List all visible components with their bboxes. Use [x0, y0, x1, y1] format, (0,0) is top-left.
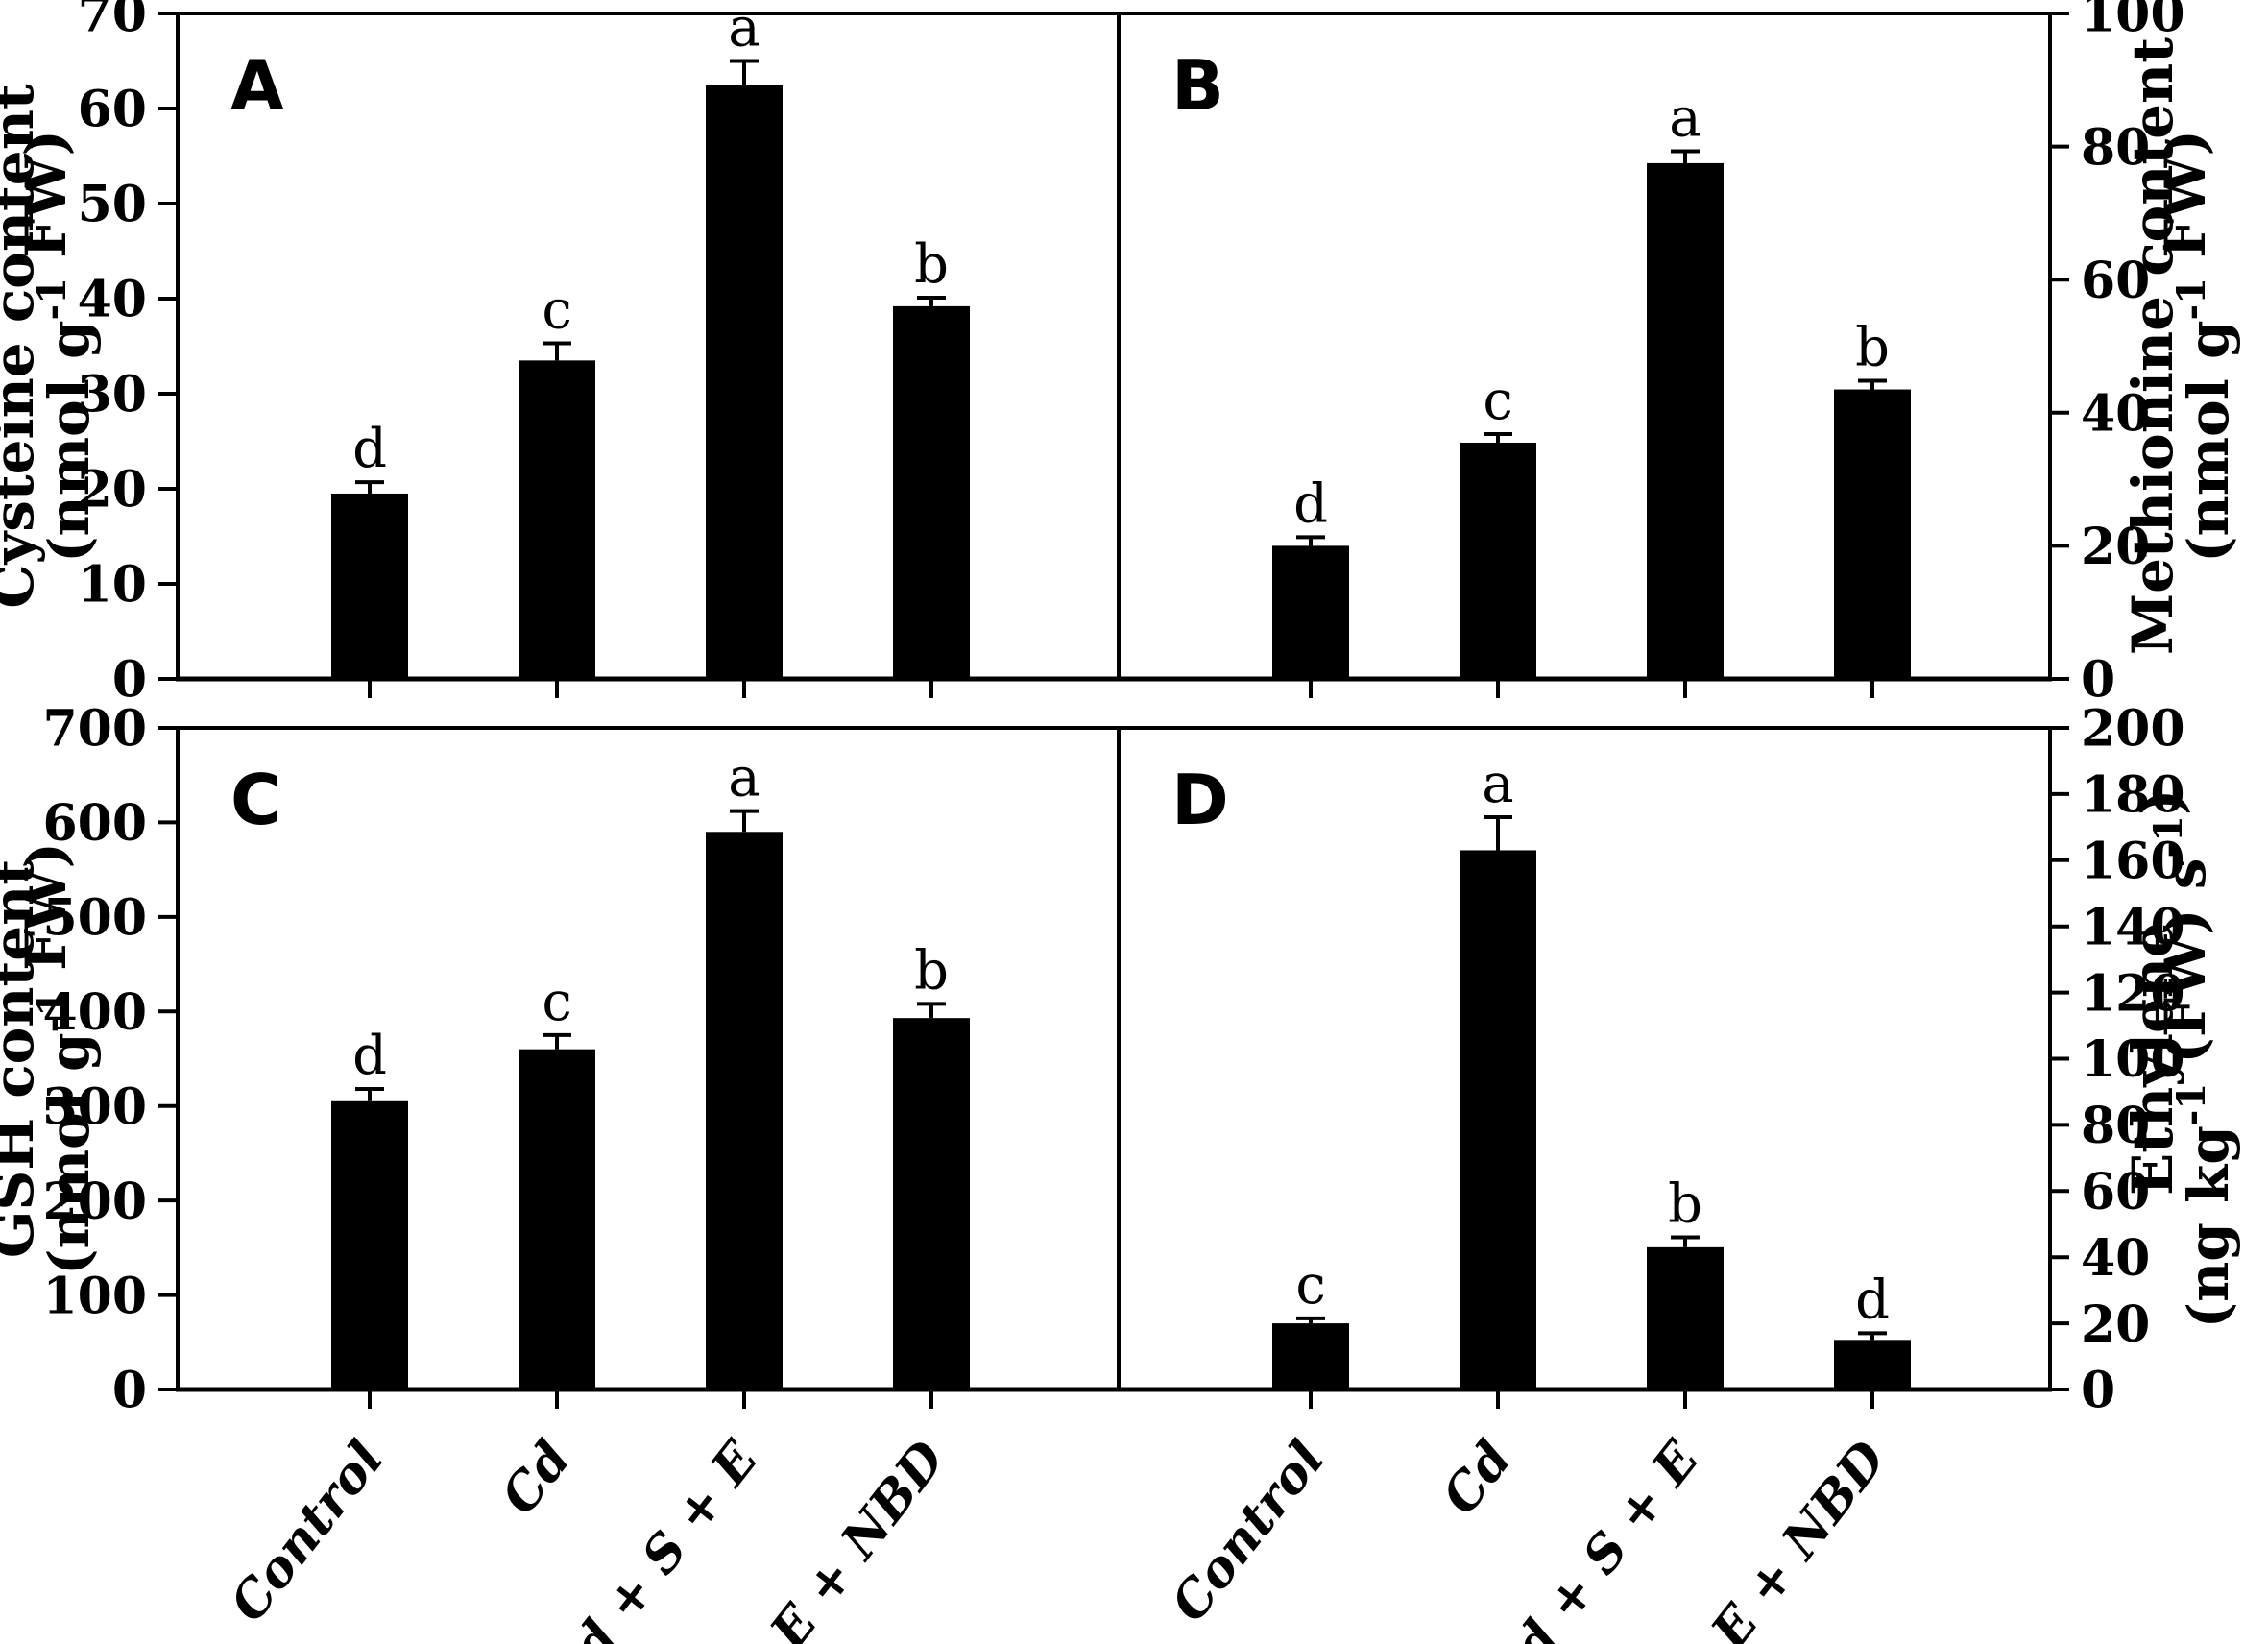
significance-letter: c [1295, 1254, 1325, 1317]
bar-control [331, 493, 408, 679]
bar-cd-s-e-nbd [893, 305, 970, 679]
y-axis-title: Cysteine content [0, 84, 46, 609]
bar-cd-s-e [1647, 1246, 1724, 1390]
y-axis-title: (nmol g-1 FW) [13, 842, 102, 1275]
panel-letter: D [1171, 760, 1229, 840]
y-tick-label: 140 [2081, 898, 2185, 956]
y-tick-label: 300 [42, 1077, 147, 1136]
y-tick-label: 500 [42, 889, 147, 948]
bar-cd-s-e-nbd [1834, 389, 1911, 679]
y-tick-label: 0 [2081, 1362, 2115, 1420]
y-axis-title: Methionine content [2120, 37, 2185, 655]
y-tick-label: 0 [112, 651, 147, 710]
panel-d: 020406080100120140160180200cControlaCdbC… [1117, 700, 2241, 1644]
y-tick-label: 60 [2081, 252, 2150, 310]
bar-cd [1460, 442, 1536, 679]
bar-cd-s-e [706, 832, 783, 1390]
x-category-label: Control [1160, 1430, 1336, 1632]
x-category-label: Cd [1431, 1430, 1523, 1525]
panel-letter: B [1171, 45, 1224, 126]
y-tick-label: 600 [42, 794, 147, 853]
y-tick-label: 120 [2081, 964, 2185, 1023]
bar-control [1272, 1323, 1349, 1390]
bar-cd-s-e-nbd [893, 1018, 970, 1390]
panel-letter: C [230, 760, 281, 840]
y-tick-label: 100 [42, 1267, 147, 1325]
y-tick-label: 200 [2081, 700, 2185, 759]
y-tick-label: 0 [112, 1362, 147, 1420]
y-tick-label: 180 [2081, 766, 2185, 825]
panel-letter: A [230, 45, 284, 126]
bar-cd [519, 1049, 595, 1390]
y-tick-label: 200 [42, 1173, 147, 1231]
y-tick-label: 80 [2081, 118, 2150, 177]
significance-letter: b [1668, 1173, 1702, 1236]
significance-letter: a [1669, 86, 1701, 149]
bar-cd-s-e-nbd [1834, 1340, 1911, 1390]
significance-letter: a [728, 747, 760, 810]
bar-cd-s-e [1647, 162, 1724, 680]
bar-cd [519, 360, 595, 679]
y-tick-label: 20 [78, 461, 147, 520]
y-tick-label: 60 [78, 81, 147, 139]
significance-letter: b [1855, 317, 1890, 379]
significance-letter: b [914, 233, 949, 296]
y-tick-label: 0 [2081, 651, 2115, 710]
y-axis-title: (nmol g-1 FW) [13, 130, 102, 563]
bar-control [1272, 545, 1349, 679]
y-axis-title: Ethylene [2120, 922, 2185, 1196]
x-category-label: Control [219, 1430, 395, 1632]
y-tick-label: 40 [78, 271, 147, 329]
y-tick-label: 100 [2081, 1030, 2185, 1089]
bar-cd [1460, 850, 1536, 1390]
panel-a: 0 10 20 30 40 50 60 70 d c a b A Cysteine content(nmo… [0, 0, 1121, 710]
significance-letter: c [1483, 370, 1512, 432]
y-tick-label: 30 [78, 366, 147, 424]
significance-letter: a [1482, 753, 1513, 815]
y-axis-title: (ng kg-1 (FW) s-1) [2130, 789, 2241, 1329]
y-tick-label: 20 [2081, 1295, 2150, 1354]
y-tick-label: 40 [2081, 385, 2150, 444]
y-tick-label: 400 [42, 983, 147, 1042]
bar-cd-s-e [706, 85, 783, 679]
x-category-label: Cd [490, 1430, 582, 1525]
y-tick-label: 60 [2081, 1163, 2150, 1221]
significance-letter: d [1293, 472, 1328, 535]
y-tick-label: 700 [42, 700, 147, 759]
y-axis-title: (nmol g-1 FW) [2153, 130, 2241, 563]
y-tick-label: 40 [2081, 1229, 2150, 1288]
y-tick-label: 70 [78, 0, 147, 44]
panel-b: 0 20 40 60 80 100 d c a b B Methionine content(nmol… [1117, 0, 2241, 710]
y-tick-label: 160 [2081, 833, 2185, 891]
y-tick-label: 20 [2081, 518, 2150, 576]
significance-letter: d [1855, 1269, 1890, 1331]
significance-letter: b [914, 939, 949, 1002]
y-tick-label: 50 [78, 176, 147, 234]
y-tick-label: 10 [78, 556, 147, 615]
y-axis-title: GSH content [0, 859, 46, 1258]
significance-letter: c [542, 971, 571, 1033]
y-tick-label: 100 [2081, 0, 2185, 44]
significance-letter: d [352, 418, 387, 480]
significance-letter: d [352, 1025, 387, 1087]
y-tick-label: 80 [2081, 1097, 2150, 1155]
significance-letter: c [542, 279, 571, 342]
bar-control [331, 1100, 408, 1390]
significance-letter: a [728, 0, 760, 60]
